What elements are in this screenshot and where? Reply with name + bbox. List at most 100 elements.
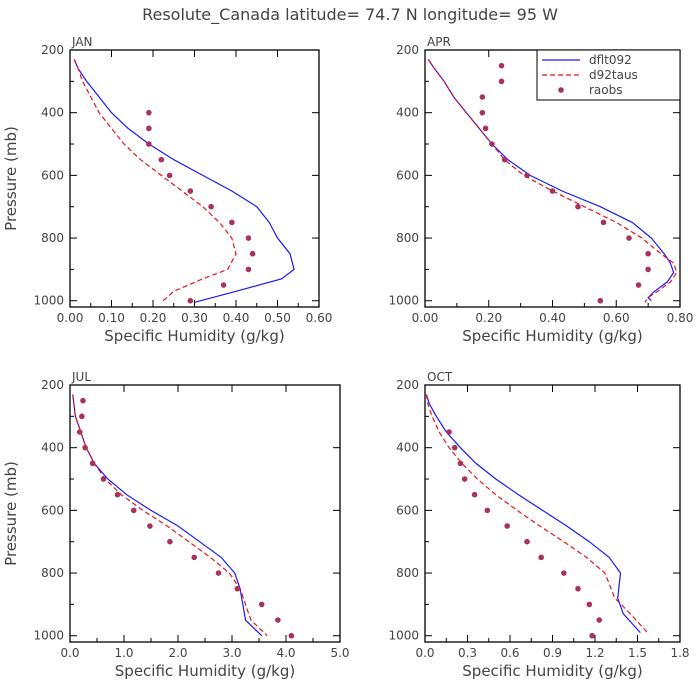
panel-label-oct: OCT bbox=[427, 370, 453, 384]
legend-swatch-raobs bbox=[558, 87, 564, 93]
y-tick-label: 400 bbox=[41, 441, 64, 455]
raobs-point bbox=[498, 62, 505, 69]
legend-label-dflt092: dflt092 bbox=[589, 53, 632, 67]
raobs-point bbox=[575, 203, 581, 210]
raobs-point bbox=[146, 109, 152, 116]
x-tick-label: 0.3 bbox=[458, 646, 477, 660]
raobs-point bbox=[489, 141, 495, 147]
x-axis-label: Specific Humidity (g/kg) bbox=[462, 327, 642, 345]
panel-jul: JUL 0.0 1.0 2.0 3.0 4.0 5.0 200 400 600 800 1000 Spe… bbox=[2, 370, 350, 680]
raobs-point bbox=[215, 570, 222, 576]
panel-apr: APR 0.00 0.20 0.40 0.60 0.80 200 400 600 800 1000 S… bbox=[388, 35, 693, 345]
raobs-point bbox=[479, 94, 486, 100]
raobs-point bbox=[549, 188, 556, 194]
y-tick-label: 600 bbox=[41, 503, 64, 517]
y-tick-label: 1000 bbox=[388, 294, 419, 308]
raobs-point bbox=[484, 507, 491, 514]
raobs-point bbox=[524, 538, 530, 545]
x-tick-label: 0.60 bbox=[306, 311, 333, 325]
raobs-point bbox=[597, 297, 604, 304]
panel-label-jan: JAN bbox=[71, 35, 93, 49]
x-tick-label: 0.60 bbox=[603, 311, 630, 325]
raobs-point bbox=[479, 109, 486, 116]
x-tick-label: 0.00 bbox=[412, 311, 439, 325]
raobs-point bbox=[471, 491, 478, 498]
x-tick-label: 2.0 bbox=[168, 646, 187, 660]
raobs-point bbox=[229, 219, 235, 226]
y-tick-label: 800 bbox=[396, 566, 419, 580]
x-axis-label: Specific Humidity (g/kg) bbox=[115, 662, 295, 680]
raobs-point bbox=[100, 476, 107, 482]
raobs-point bbox=[258, 601, 265, 608]
raobs-point bbox=[288, 632, 295, 639]
y-tick-label: 200 bbox=[396, 378, 419, 392]
series-line-d92taus bbox=[427, 59, 678, 303]
series-line-dflt092 bbox=[72, 394, 263, 637]
raobs-point bbox=[76, 429, 83, 435]
raobs-point bbox=[626, 235, 632, 241]
y-tick-label: 400 bbox=[41, 106, 64, 120]
y-tick-label: 200 bbox=[41, 378, 64, 392]
raobs-point bbox=[589, 632, 595, 639]
raobs-point bbox=[561, 570, 567, 576]
raobs-point bbox=[600, 219, 607, 226]
x-tick-label: 0.10 bbox=[98, 311, 125, 325]
panel-jan: JAN 0.00 0.10 0.20 0.30 0.40 0.50 0.60 200 400 600… bbox=[2, 35, 332, 345]
x-tick-label: 0.00 bbox=[57, 311, 84, 325]
raobs-point bbox=[501, 156, 508, 163]
legend-label-d92taus: d92taus bbox=[589, 68, 638, 82]
raobs-point bbox=[524, 172, 530, 179]
raobs-point bbox=[586, 601, 593, 608]
raobs-point bbox=[80, 397, 86, 404]
x-tick-label: 0.40 bbox=[539, 311, 566, 325]
raobs-point bbox=[187, 188, 194, 194]
raobs-point bbox=[130, 507, 137, 514]
x-tick-label: 1.8 bbox=[670, 646, 689, 660]
raobs-point bbox=[208, 203, 214, 210]
y-tick-label: 800 bbox=[41, 231, 64, 245]
y-axis-label: Pressure (mb) bbox=[2, 126, 20, 231]
panel-label-apr: APR bbox=[427, 35, 451, 49]
x-tick-label: 0.0 bbox=[60, 646, 79, 660]
raobs-point bbox=[79, 413, 85, 420]
x-tick-label: 0.50 bbox=[264, 311, 291, 325]
raobs-point bbox=[114, 491, 121, 498]
raobs-point bbox=[645, 266, 651, 273]
panel-oct: OCT 0.0 0.3 0.6 0.9 1.2 1.5 1.8 200 400 600 800 1000… bbox=[388, 370, 689, 680]
raobs-point bbox=[147, 523, 153, 529]
raobs-point bbox=[645, 250, 651, 257]
series-line-d92taus bbox=[425, 394, 648, 634]
y-tick-label: 400 bbox=[396, 441, 419, 455]
y-tick-label: 200 bbox=[396, 43, 419, 57]
raobs-point bbox=[191, 554, 197, 561]
raobs-point bbox=[220, 282, 227, 288]
y-tick-label: 600 bbox=[396, 168, 419, 182]
x-tick-label: 1.5 bbox=[628, 646, 647, 660]
x-tick-label: 0.9 bbox=[543, 646, 562, 660]
raobs-point bbox=[249, 250, 256, 257]
raobs-point bbox=[146, 125, 152, 132]
plot-frame bbox=[424, 384, 681, 643]
raobs-point bbox=[82, 444, 88, 451]
y-tick-label: 1000 bbox=[33, 294, 64, 308]
legend-label-raobs: raobs bbox=[589, 83, 623, 97]
series-line-d92taus bbox=[73, 59, 237, 303]
raobs-point bbox=[504, 523, 510, 529]
y-tick-label: 600 bbox=[41, 168, 64, 182]
x-tick-label: 0.0 bbox=[415, 646, 434, 660]
x-tick-label: 1.0 bbox=[114, 646, 133, 660]
raobs-point bbox=[575, 585, 581, 592]
raobs-point bbox=[158, 156, 165, 163]
plot-frame bbox=[69, 384, 341, 643]
x-tick-label: 4.0 bbox=[276, 646, 295, 660]
raobs-point bbox=[146, 141, 152, 147]
x-tick-label: 0.30 bbox=[181, 311, 208, 325]
raobs-point bbox=[167, 538, 173, 545]
series-line-dflt092 bbox=[73, 59, 295, 303]
figure-title: Resolute_Canada latitude= 74.7 N longitu… bbox=[142, 5, 558, 25]
y-tick-label: 1000 bbox=[388, 629, 419, 643]
x-axis-label: Specific Humidity (g/kg) bbox=[104, 327, 284, 345]
raobs-point bbox=[482, 125, 489, 132]
x-tick-label: 0.20 bbox=[140, 311, 167, 325]
